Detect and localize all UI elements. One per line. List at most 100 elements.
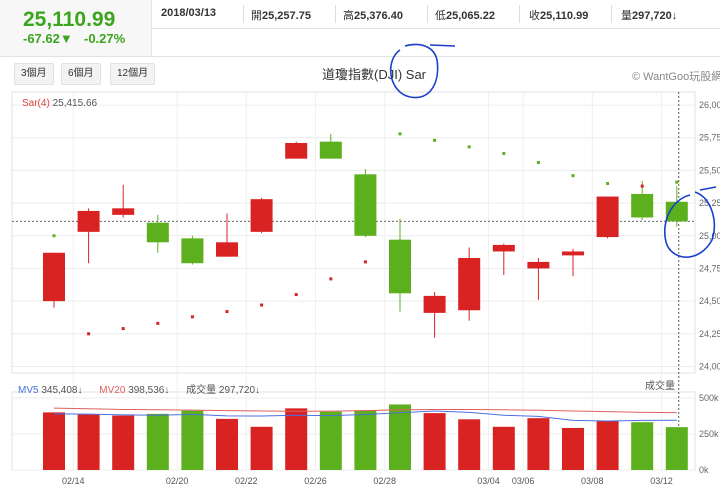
sar-dot [640, 184, 644, 188]
range-12m-button[interactable]: 12個月 [110, 63, 156, 85]
volume-legend-value: 297,720↓ [218, 385, 261, 396]
price-tick-label: 24,250 [699, 329, 720, 339]
date-tick-label: 02/26 [304, 476, 327, 486]
candle-body [250, 199, 273, 232]
volume-bar [354, 410, 377, 470]
info-separator [611, 5, 612, 23]
sar-dot [225, 310, 229, 314]
candle-body [77, 210, 100, 232]
volume-bar [492, 426, 515, 470]
volume-legend: MV5 345,408↓ MV20 398,536↓ 成交量 297,720↓ [18, 381, 260, 396]
sar-dot [156, 321, 160, 325]
mv5-value: 345,408↓ [41, 385, 83, 396]
candle-body [43, 252, 65, 302]
mv20-label: MV20 [99, 385, 126, 396]
volume-bar [527, 418, 550, 470]
sar-dot [52, 234, 56, 238]
toolbar-divider [0, 56, 720, 57]
volume-tick-label: 500k [699, 393, 719, 403]
sar-dot [329, 277, 333, 281]
info-separator [335, 5, 336, 23]
sar-dot [190, 315, 194, 319]
price-tick-label: 25,000 [699, 231, 720, 241]
candle-body [596, 196, 619, 238]
sar-dot [675, 180, 679, 184]
range-6m-button[interactable]: 6個月 [61, 63, 101, 85]
price-tick-label: 25,500 [699, 165, 720, 175]
candle-body [562, 251, 584, 256]
candle-body [112, 208, 135, 215]
candle-body [423, 295, 446, 313]
info-high: 高25,376.40 [343, 10, 403, 22]
candle-body [492, 244, 515, 252]
candle-body [389, 239, 411, 294]
volume-bar [631, 422, 654, 470]
price-tick-label: 24,500 [699, 296, 720, 306]
mv20-line [53, 407, 677, 414]
date-tick-label: 03/12 [650, 476, 673, 486]
date-tick-label: 03/04 [477, 476, 500, 486]
sar-dot [398, 132, 402, 136]
volume-bar [389, 404, 411, 470]
sar-legend-label: Sar(4) [22, 98, 50, 109]
brand-watermark: © WantGoo玩股網 [632, 71, 720, 83]
volume-bar [77, 414, 100, 470]
volume-bar [285, 408, 308, 470]
sar-dot [260, 303, 264, 307]
volume-bar [112, 415, 135, 470]
info-separator [243, 5, 244, 23]
info-separator [427, 5, 428, 23]
volume-bar [216, 418, 238, 470]
info-separator [519, 5, 520, 23]
date-tick-label: 03/06 [512, 476, 535, 486]
sar-legend: Sar(4) 25,415.66 [22, 98, 97, 109]
volume-bar [181, 410, 204, 470]
info-volume: 量297,720↓ [621, 10, 678, 22]
sar-legend-value: 25,415.66 [52, 98, 98, 109]
candle-body [458, 257, 481, 311]
candle-body [527, 261, 550, 269]
volume-bar [423, 413, 446, 470]
sar-dot [121, 327, 125, 331]
info-open: 開25,257.75 [251, 10, 311, 22]
mv20-value: 398,536↓ [128, 385, 170, 396]
date-tick-label: 02/14 [62, 476, 85, 486]
candle-body [631, 193, 654, 218]
range-3m-button[interactable]: 3個月 [14, 63, 54, 85]
date-tick-label: 02/20 [166, 476, 189, 486]
volume-bar [43, 412, 65, 470]
quote-box: 25,110.99 -67.62▼ -0.27% [0, 0, 152, 57]
sar-dot [294, 293, 298, 297]
date-tick-label: 03/08 [581, 476, 604, 486]
volume-bar [319, 411, 342, 470]
candle-body [665, 201, 688, 222]
volume-axis-label: 成交量 [645, 381, 675, 392]
mv5-label: MV5 [18, 385, 39, 396]
volume-bar [562, 427, 584, 470]
info-low: 低25,065.22 [435, 10, 495, 22]
volume-bar [596, 421, 619, 470]
sar-dot [433, 138, 437, 142]
price-change: -67.62▼ [23, 31, 73, 46]
volume-tick-label: 0k [699, 465, 709, 475]
volume-bar [665, 427, 688, 470]
ohlc-info-bar: 2018/03/13 開25,257.75 高25,376.40 低25,065… [151, 0, 720, 29]
price-tick-label: 24,750 [699, 263, 720, 273]
price-change-percent: -0.27% [84, 31, 126, 46]
price-tick-label: 25,750 [699, 133, 720, 143]
sar-dot [606, 181, 610, 185]
candle-body [354, 174, 377, 236]
sar-dot [536, 161, 540, 165]
volume-bar [458, 419, 481, 470]
sar-dot [467, 145, 471, 149]
sar-dot [363, 260, 367, 264]
volume-bar [146, 413, 169, 470]
price-tick-label: 26,000 [699, 100, 720, 110]
sar-dot [87, 332, 91, 336]
date-tick-label: 02/28 [373, 476, 396, 486]
volume-tick-label: 250k [699, 429, 719, 439]
sar-dot [502, 151, 506, 155]
info-date: 2018/03/13 [161, 7, 217, 19]
candle-body [285, 142, 308, 159]
